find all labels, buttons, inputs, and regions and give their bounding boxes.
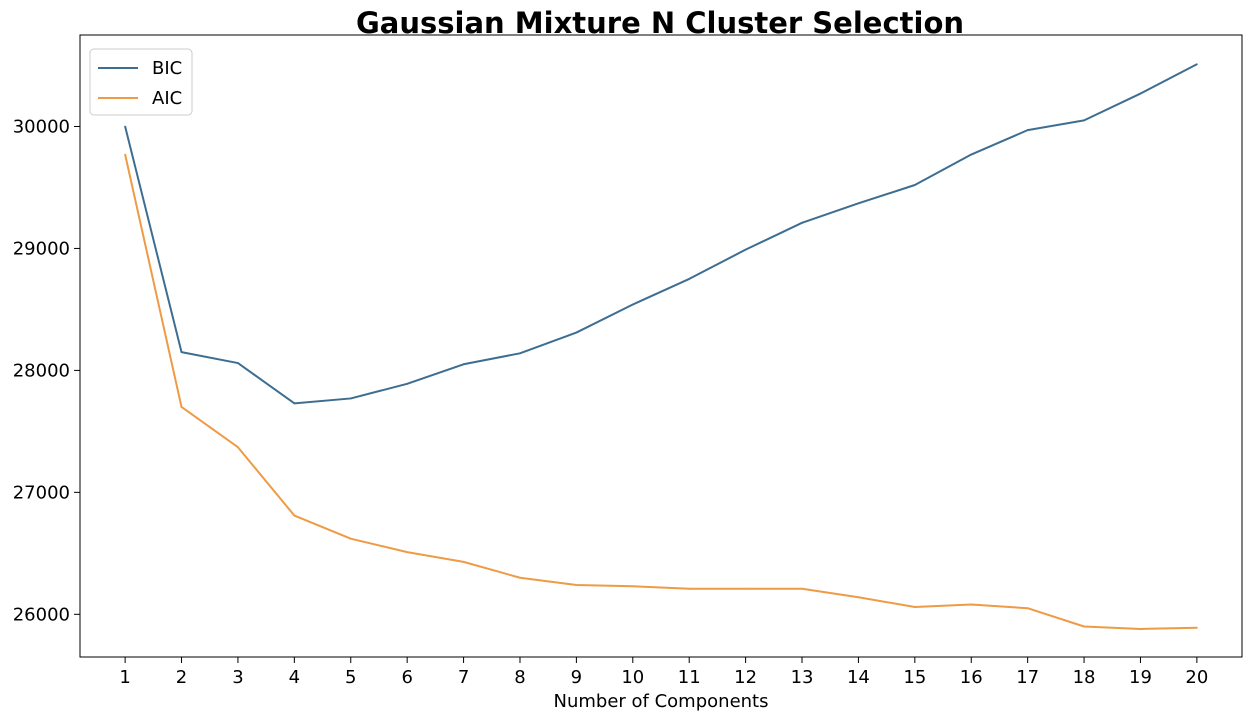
data-point-bic bbox=[575, 331, 578, 334]
data-point-bic bbox=[237, 362, 239, 364]
data-point-bic bbox=[1026, 129, 1029, 132]
x-axis: 1 2 3 4 5 6 7 8 9 10 11 12 13 14 15 16 17 18 19 20 bbox=[119, 657, 1208, 688]
x-tick-label: 2 bbox=[176, 667, 187, 688]
series-line-bic bbox=[124, 63, 1198, 405]
data-point-aic bbox=[801, 587, 803, 590]
data-point-aic bbox=[631, 585, 634, 588]
plot-area-frame bbox=[79, 34, 1243, 658]
chart-title: Gaussian Mixture N Cluster Selection bbox=[356, 6, 964, 40]
x-tick-label: 5 bbox=[345, 667, 356, 688]
x-tick-label: 18 bbox=[1073, 667, 1096, 688]
data-point-bic bbox=[857, 202, 860, 205]
x-tick-label: 13 bbox=[791, 667, 814, 688]
data-point-bic bbox=[293, 402, 296, 405]
y-tick-label: 28000 bbox=[13, 360, 70, 381]
data-point-aic bbox=[1139, 628, 1142, 630]
y-tick-label: 29000 bbox=[13, 238, 70, 259]
legend-label-aic: AIC bbox=[152, 88, 182, 109]
x-tick-label: 12 bbox=[734, 667, 757, 688]
series-line-aic bbox=[124, 154, 1197, 630]
data-point-bic bbox=[124, 125, 127, 128]
y-axis: 26000 27000 28000 29000 30000 bbox=[13, 116, 80, 625]
x-tick-label: 1 bbox=[119, 667, 130, 688]
data-point-aic bbox=[462, 560, 465, 563]
data-point-aic bbox=[1026, 607, 1029, 610]
x-tick-label: 16 bbox=[960, 667, 983, 688]
data-point-aic bbox=[124, 153, 127, 156]
data-point-aic bbox=[688, 587, 691, 590]
data-point-aic bbox=[293, 514, 296, 517]
x-tick-label: 4 bbox=[289, 667, 300, 688]
x-tick-label: 20 bbox=[1185, 667, 1208, 688]
data-point-aic bbox=[519, 576, 521, 579]
data-point-aic bbox=[857, 596, 860, 599]
data-point-bic bbox=[913, 184, 916, 186]
y-tick-label: 30000 bbox=[13, 116, 70, 137]
series-layer bbox=[124, 63, 1198, 630]
data-point-bic bbox=[462, 363, 465, 366]
x-tick-label: 8 bbox=[514, 667, 525, 688]
data-point-bic bbox=[631, 303, 634, 306]
x-tick-label: 9 bbox=[571, 667, 582, 688]
legend: BIC AIC bbox=[89, 48, 193, 116]
data-point-bic bbox=[519, 352, 521, 355]
data-point-aic bbox=[406, 551, 409, 554]
data-point-aic bbox=[970, 603, 973, 606]
legend-label-bic: BIC bbox=[152, 58, 182, 79]
data-point-aic bbox=[744, 587, 747, 590]
x-tick-label: 6 bbox=[401, 667, 412, 688]
data-point-bic bbox=[406, 382, 409, 385]
data-point-aic bbox=[575, 584, 578, 586]
x-axis-label: Number of Components bbox=[554, 691, 769, 712]
y-tick-label: 27000 bbox=[13, 482, 70, 503]
data-point-aic bbox=[913, 606, 916, 608]
data-point-aic bbox=[1195, 626, 1198, 629]
data-point-aic bbox=[349, 537, 352, 540]
x-tick-label: 7 bbox=[458, 667, 469, 688]
y-tick-label: 26000 bbox=[13, 604, 70, 625]
data-point-bic bbox=[688, 278, 691, 280]
x-tick-label: 3 bbox=[232, 667, 243, 688]
data-point-aic bbox=[237, 446, 239, 449]
data-point-bic bbox=[1195, 63, 1198, 66]
x-tick-label: 14 bbox=[847, 667, 870, 688]
x-tick-label: 11 bbox=[678, 667, 701, 688]
data-point-bic bbox=[801, 221, 803, 224]
data-point-bic bbox=[1139, 92, 1142, 95]
x-tick-label: 19 bbox=[1129, 667, 1152, 688]
data-point-bic bbox=[1083, 119, 1085, 122]
data-point-bic bbox=[970, 153, 973, 156]
data-point-aic bbox=[180, 406, 183, 408]
data-point-bic bbox=[349, 397, 352, 400]
data-point-bic bbox=[744, 248, 747, 251]
x-tick-label: 10 bbox=[621, 667, 644, 688]
x-tick-label: 17 bbox=[1016, 667, 1039, 688]
data-point-bic bbox=[180, 351, 183, 353]
x-tick-label: 15 bbox=[903, 667, 926, 688]
data-point-aic bbox=[1083, 625, 1085, 628]
